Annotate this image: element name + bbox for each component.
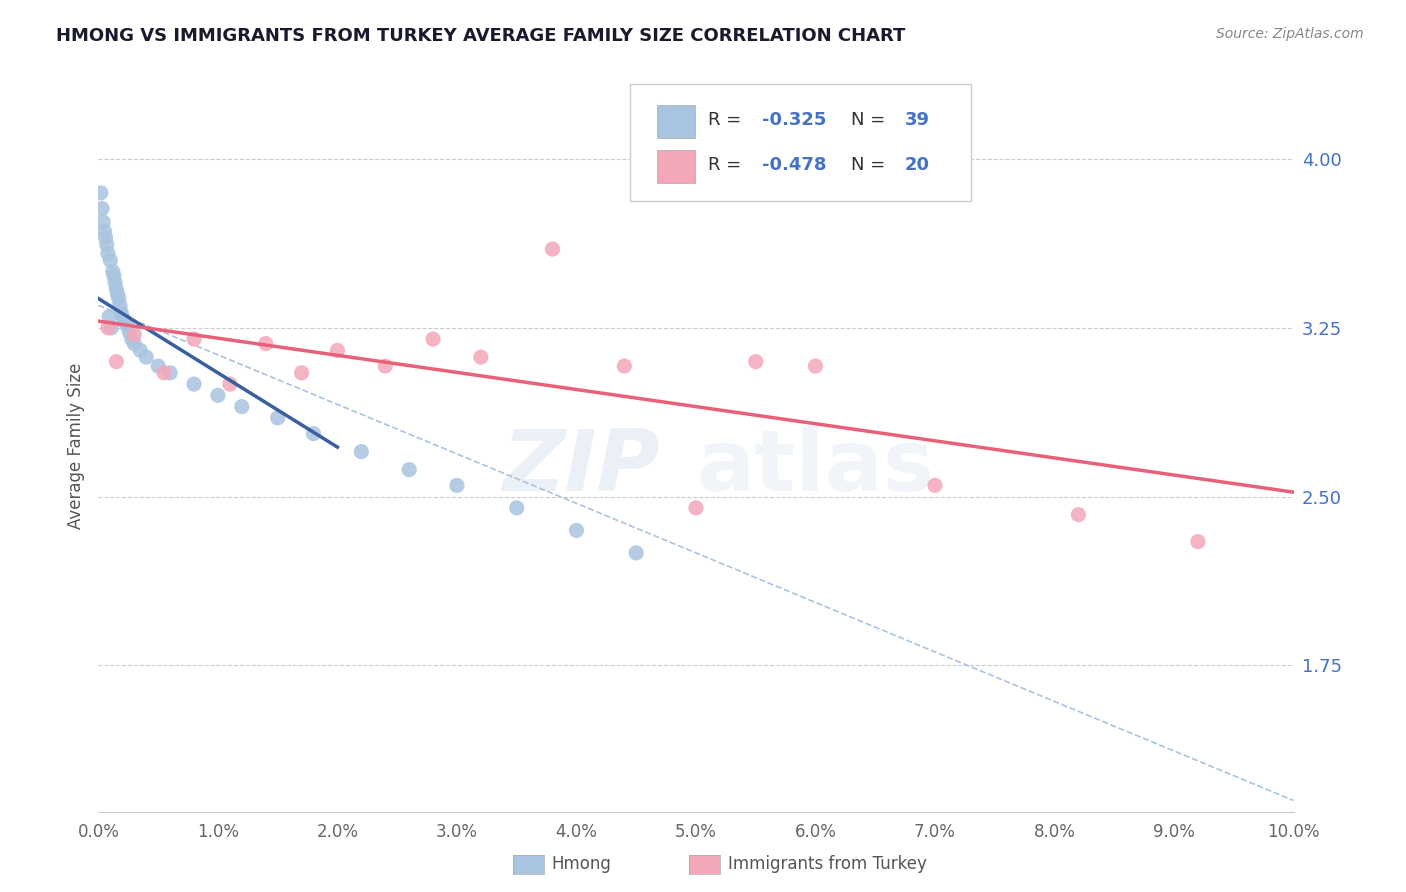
Text: N =: N =	[852, 111, 891, 129]
Point	[626, 546, 648, 560]
Point	[98, 310, 121, 324]
Point	[124, 336, 146, 351]
Point	[96, 237, 118, 252]
Text: atlas: atlas	[696, 426, 934, 509]
Text: 20: 20	[905, 156, 931, 174]
Point	[207, 388, 229, 402]
Point	[124, 327, 146, 342]
Point	[118, 326, 141, 340]
Point	[110, 305, 132, 319]
Text: R =: R =	[709, 156, 747, 174]
Text: -0.325: -0.325	[762, 111, 827, 129]
Point	[470, 350, 492, 364]
Point	[115, 318, 138, 333]
Point	[107, 292, 129, 306]
Point	[302, 426, 325, 441]
Point	[148, 359, 170, 373]
Point	[374, 359, 396, 373]
Point	[804, 359, 827, 373]
Text: Source: ZipAtlas.com: Source: ZipAtlas.com	[1216, 27, 1364, 41]
Point	[121, 332, 143, 346]
FancyBboxPatch shape	[657, 151, 695, 183]
Point	[107, 287, 129, 301]
Text: Hmong: Hmong	[551, 855, 612, 873]
Point	[103, 269, 125, 284]
Point	[1067, 508, 1090, 522]
Text: R =: R =	[709, 111, 747, 129]
Point	[398, 462, 420, 476]
Point	[254, 336, 277, 351]
Point	[153, 366, 176, 380]
Point	[97, 321, 120, 335]
Point	[745, 354, 768, 368]
Point	[506, 500, 529, 515]
Point	[541, 242, 564, 256]
Point	[97, 246, 120, 260]
Point	[101, 264, 124, 278]
Point	[94, 231, 117, 245]
Text: -0.478: -0.478	[762, 156, 827, 174]
Point	[350, 444, 373, 458]
Point	[90, 186, 112, 200]
Point	[129, 343, 152, 358]
Point	[100, 321, 122, 335]
Text: N =: N =	[852, 156, 891, 174]
Point	[565, 524, 588, 538]
Point	[219, 377, 242, 392]
Text: ZIP: ZIP	[502, 426, 661, 509]
Point	[231, 400, 253, 414]
Point	[105, 283, 128, 297]
Point	[111, 310, 134, 324]
Text: HMONG VS IMMIGRANTS FROM TURKEY AVERAGE FAMILY SIZE CORRELATION CHART: HMONG VS IMMIGRANTS FROM TURKEY AVERAGE …	[56, 27, 905, 45]
Point	[422, 332, 444, 346]
Point	[98, 253, 122, 268]
Point	[91, 215, 114, 229]
Point	[91, 202, 114, 216]
FancyBboxPatch shape	[657, 105, 695, 138]
Point	[326, 343, 349, 358]
Y-axis label: Average Family Size: Average Family Size	[66, 363, 84, 529]
Point	[135, 350, 157, 364]
Point	[159, 366, 181, 380]
Point	[114, 314, 136, 328]
Point	[183, 377, 205, 392]
Point	[291, 366, 314, 380]
Text: Immigrants from Turkey: Immigrants from Turkey	[728, 855, 927, 873]
Point	[93, 224, 115, 238]
Point	[446, 478, 468, 492]
Point	[108, 298, 131, 312]
Point	[685, 500, 707, 515]
Point	[105, 354, 128, 368]
FancyBboxPatch shape	[630, 84, 972, 201]
Point	[924, 478, 946, 492]
Point	[267, 410, 290, 425]
Point	[613, 359, 636, 373]
Text: 39: 39	[905, 111, 931, 129]
Point	[1187, 534, 1209, 549]
Point	[183, 332, 205, 346]
Point	[104, 276, 127, 290]
